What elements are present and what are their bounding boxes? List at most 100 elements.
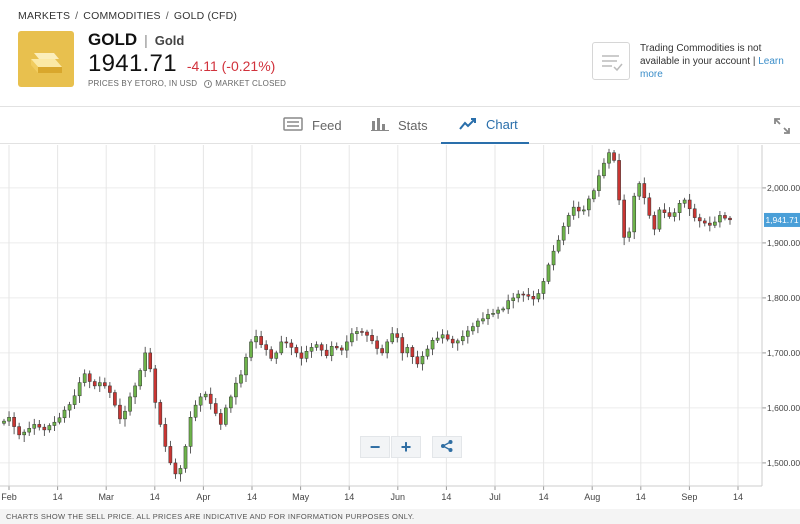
candle-body [22, 431, 26, 436]
x-tick-label: Jul [489, 492, 501, 502]
expand-icon[interactable] [774, 118, 790, 134]
candle-body [380, 348, 384, 354]
candle-body [218, 413, 223, 425]
candle-body [460, 336, 465, 342]
price-meta: PRICES BY ETORO, IN USD MARKET CLOSED [88, 79, 286, 88]
candle-body [471, 326, 475, 332]
notice-message: Trading Commodities is not available in … [640, 43, 762, 67]
candle-body [355, 331, 359, 334]
candle-body [319, 344, 324, 351]
candle-body [430, 340, 435, 350]
candle-body [415, 356, 420, 365]
candle-body [62, 409, 67, 419]
price-chart[interactable]: 2,000.00 1,900.00 1,800.00 1,700.00 1,600.00… [0, 145, 800, 511]
learn-more-link[interactable]: Learn more [640, 56, 784, 80]
candle-body [385, 341, 389, 354]
candle-body [677, 203, 682, 213]
candle-body [516, 293, 521, 299]
candle-body [67, 404, 72, 411]
candle-body [239, 374, 243, 384]
candle-body [546, 264, 551, 282]
x-tick-label: Mar [98, 492, 114, 502]
ticker-separator: | [144, 32, 148, 48]
notice-text: Trading Commodities is not available in … [640, 42, 792, 81]
candle-body [526, 294, 531, 297]
candle-body [254, 336, 258, 343]
x-tick-label: 14 [539, 492, 549, 502]
candle-body [97, 382, 102, 387]
candle-body [163, 424, 168, 447]
candle-body [42, 426, 47, 431]
candle-body [158, 402, 163, 425]
candle-body [692, 208, 697, 218]
candle-body [294, 347, 299, 354]
candle-body [334, 346, 339, 349]
y-tick-label: 1,900.00 [767, 238, 800, 248]
candle-body [274, 352, 279, 359]
y-tick-label: 2,000.00 [767, 183, 800, 193]
candle-body [466, 330, 470, 337]
candle-body [506, 300, 510, 310]
candle-body [713, 221, 717, 226]
zoom-in-button[interactable]: + [391, 436, 421, 458]
breadcrumb-commodities[interactable]: COMMODITIES [83, 10, 161, 22]
feed-icon [283, 117, 303, 134]
candle-body [566, 215, 571, 227]
tab-bar: Feed Stats Chart [0, 106, 800, 144]
candle-body [521, 293, 526, 296]
candle-body [687, 199, 692, 210]
share-icon [440, 437, 454, 458]
candle-body [229, 396, 233, 409]
tab-chart[interactable]: Chart [441, 107, 529, 144]
breadcrumb-separator: / [165, 10, 169, 22]
candle-body [173, 462, 178, 475]
tab-feed[interactable]: Feed [283, 107, 342, 144]
candle-body [77, 382, 82, 397]
market-status: MARKET CLOSED [215, 79, 287, 88]
candle-body [118, 404, 122, 420]
candle-body [440, 334, 445, 339]
candle-body [435, 337, 440, 341]
candle-body [244, 357, 248, 376]
candle-body [234, 382, 238, 398]
chart-zoom-controls: − + [360, 436, 463, 458]
x-tick-label: 14 [53, 492, 63, 502]
candle-body [627, 231, 631, 238]
candle-body [7, 417, 11, 422]
candle-body [299, 352, 304, 359]
tab-stats[interactable]: Stats [371, 107, 428, 144]
candle-body [108, 385, 112, 393]
tab-feed-label: Feed [312, 118, 342, 133]
candle-body [264, 344, 268, 350]
candle-body [556, 239, 561, 252]
candle-body [536, 293, 541, 300]
breadcrumb-separator: / [75, 10, 79, 22]
candle-body [350, 333, 354, 343]
candle-body [37, 424, 42, 428]
share-button[interactable] [432, 436, 462, 458]
candle-body [289, 342, 294, 348]
candle-body [57, 417, 62, 423]
candle-body [92, 381, 97, 387]
candle-body [370, 335, 374, 342]
breadcrumb-markets[interactable]: MARKETS [18, 10, 71, 22]
candle-body [27, 428, 32, 433]
candle-body [32, 424, 37, 429]
candle-body [314, 344, 319, 348]
candle-body [410, 347, 415, 357]
y-tick-label: 1,800.00 [767, 293, 800, 303]
candle-body [400, 337, 405, 354]
tab-chart-label: Chart [486, 117, 518, 132]
candle-body [496, 309, 500, 314]
candlestick-chart-svg[interactable]: 2,000.00 1,900.00 1,800.00 1,700.00 1,600.00… [0, 145, 800, 511]
y-tick-label: 1,500.00 [767, 458, 800, 468]
x-tick-label: 14 [636, 492, 646, 502]
candle-body [476, 320, 480, 327]
candle-body [279, 341, 284, 354]
candle-body [339, 347, 344, 351]
x-tick-label: 14 [441, 492, 451, 502]
candle-body [183, 446, 188, 469]
candle-body [592, 190, 596, 200]
candle-body [103, 382, 107, 387]
zoom-out-button[interactable]: − [360, 436, 390, 458]
